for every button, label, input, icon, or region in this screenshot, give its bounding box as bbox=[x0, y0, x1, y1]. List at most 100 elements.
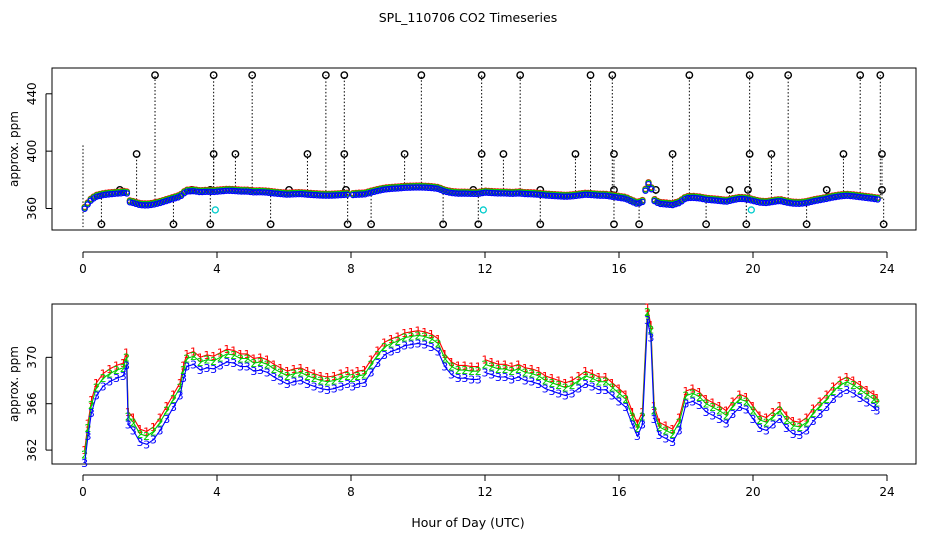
bottom-series-3-point: 3 bbox=[756, 422, 763, 435]
top-x-axis: 0 4 8 12 16 20 24 bbox=[79, 251, 895, 276]
top-series-3-point bbox=[786, 199, 794, 207]
bottom-series-1-point: 1 bbox=[873, 392, 880, 405]
bottom-series-2-point: 2 bbox=[589, 372, 596, 385]
bottom-series-3-point: 3 bbox=[863, 397, 870, 410]
bottom-series-3-point: 3 bbox=[783, 422, 790, 435]
bottom-series-2-point: 2 bbox=[106, 368, 113, 381]
bottom-series-2-point: 2 bbox=[776, 405, 783, 418]
top-series-3-point bbox=[343, 191, 351, 198]
top-398-spike-point bbox=[499, 150, 508, 158]
bottom-series-2-point: 2 bbox=[873, 397, 880, 410]
bottom-series-3-point: 3 bbox=[683, 398, 690, 411]
top-series-3-point bbox=[723, 198, 731, 205]
bottom-series-1-point: 1 bbox=[217, 347, 224, 360]
top-series-3-point bbox=[190, 187, 197, 195]
bottom-series-3-point: 3 bbox=[575, 383, 582, 396]
top-series-3-point bbox=[506, 190, 513, 197]
bottom-series-1-point: 1 bbox=[502, 358, 509, 371]
bottom-series-2-point: 2 bbox=[270, 363, 277, 376]
top-series-3-point bbox=[536, 191, 544, 199]
bottom-series-2-point: 2 bbox=[197, 356, 204, 369]
bottom-series-2-point: 2 bbox=[428, 333, 435, 346]
bottom-series-3-point: 3 bbox=[344, 378, 351, 391]
bottom-series-2-point: 2 bbox=[555, 379, 562, 392]
top-series-3-point bbox=[159, 198, 167, 206]
bottom-series-2-line bbox=[484, 311, 878, 435]
bottom-series-3-line bbox=[352, 342, 479, 387]
bottom-series-1-point: 1 bbox=[549, 372, 556, 385]
bottom-y-tick-label: 362 bbox=[25, 439, 39, 462]
top-series-3-point bbox=[186, 188, 194, 195]
bottom-series-1-point: 1 bbox=[750, 400, 757, 413]
bottom-series-3-point: 3 bbox=[609, 390, 616, 403]
bottom-series-2-point: 2 bbox=[88, 399, 95, 412]
top-series-3-point bbox=[759, 199, 767, 206]
bottom-series-3-point: 3 bbox=[120, 370, 127, 383]
bottom-series-3-point: 3 bbox=[870, 401, 877, 414]
bottom-series-2-point: 2 bbox=[850, 379, 857, 392]
bottom-series-1-point: 1 bbox=[616, 383, 623, 396]
bottom-series-1-point: 1 bbox=[709, 397, 716, 410]
bottom-series-3-point: 3 bbox=[810, 415, 817, 428]
bottom-series-2-point: 2 bbox=[374, 349, 381, 362]
top-398-spike-point bbox=[477, 150, 486, 158]
bottom-series-1-point: 1 bbox=[528, 363, 535, 376]
bottom-x-tick-label: 8 bbox=[347, 485, 355, 499]
bottom-series-1-point: 1 bbox=[790, 415, 797, 428]
bottom-series-2-point: 2 bbox=[143, 430, 150, 443]
bottom-series-1-point: 1 bbox=[120, 357, 127, 370]
bottom-series-3-point: 3 bbox=[230, 357, 237, 370]
bottom-series-2-point: 2 bbox=[647, 324, 654, 337]
bottom-series-2-point: 2 bbox=[217, 351, 224, 364]
top-series-3-point bbox=[452, 190, 459, 197]
top-series-3-point bbox=[120, 189, 128, 197]
bottom-series-3-point: 3 bbox=[264, 366, 271, 379]
bottom-series-2-point: 2 bbox=[415, 329, 422, 342]
bottom-series-3-point: 3 bbox=[569, 387, 576, 400]
bottom-series-2-point: 2 bbox=[676, 416, 683, 429]
top-series-3-point bbox=[99, 191, 106, 199]
bottom-series-3-point: 3 bbox=[528, 376, 535, 389]
bottom-series-2-point: 2 bbox=[435, 337, 442, 350]
top-series-3-point bbox=[527, 191, 535, 198]
top-series-3-point bbox=[114, 190, 122, 197]
bottom-series-3-point: 3 bbox=[508, 373, 515, 386]
bottom-series-1-point: 1 bbox=[602, 371, 609, 384]
top-series-3-point bbox=[111, 190, 119, 197]
bottom-series-1-point: 1 bbox=[337, 368, 344, 381]
bottom-series-3-point: 3 bbox=[311, 380, 318, 393]
top-series-3-point bbox=[777, 198, 785, 205]
bottom-series-1-point: 1 bbox=[428, 328, 435, 341]
bottom-series-3-point: 3 bbox=[622, 401, 629, 414]
top-series-3-point bbox=[609, 193, 616, 200]
top-low-spike-point bbox=[169, 220, 178, 229]
bottom-series-2-point: 2 bbox=[662, 424, 669, 437]
top-series-3-point bbox=[735, 195, 743, 203]
bottom-series-3-point: 3 bbox=[361, 377, 368, 390]
top-series-3-point bbox=[874, 196, 881, 203]
top-series-3-point bbox=[229, 187, 236, 195]
top-series-3-point bbox=[165, 196, 173, 204]
bottom-series-3-point: 3 bbox=[441, 361, 448, 374]
top-series-3-point bbox=[796, 200, 803, 207]
top-398-spike-point bbox=[303, 150, 312, 158]
bottom-series-1-point: 1 bbox=[317, 370, 324, 383]
bottom-series-3-point: 3 bbox=[106, 376, 113, 389]
bottom-series-3-point: 3 bbox=[639, 419, 646, 432]
bottom-series-3-point: 3 bbox=[656, 429, 663, 442]
top-series-3-point bbox=[618, 194, 625, 202]
top-series-3-point bbox=[494, 190, 501, 197]
top-series-3-point bbox=[464, 190, 471, 197]
bottom-series-3-point: 3 bbox=[644, 314, 651, 327]
top-series-3-point bbox=[196, 188, 203, 196]
top-series-3-point bbox=[367, 189, 375, 196]
bottom-series-3-point: 3 bbox=[368, 366, 375, 379]
top-series-3-point bbox=[832, 193, 839, 201]
bottom-series-3-line bbox=[484, 320, 878, 443]
bottom-series-1-point: 1 bbox=[130, 412, 137, 425]
bottom-series-2-point: 2 bbox=[616, 387, 623, 400]
bottom-series-1-point: 1 bbox=[183, 348, 190, 361]
top-series-3-point bbox=[783, 199, 791, 206]
top-series-3-point bbox=[370, 188, 378, 196]
top-398-spike-point bbox=[878, 150, 886, 158]
